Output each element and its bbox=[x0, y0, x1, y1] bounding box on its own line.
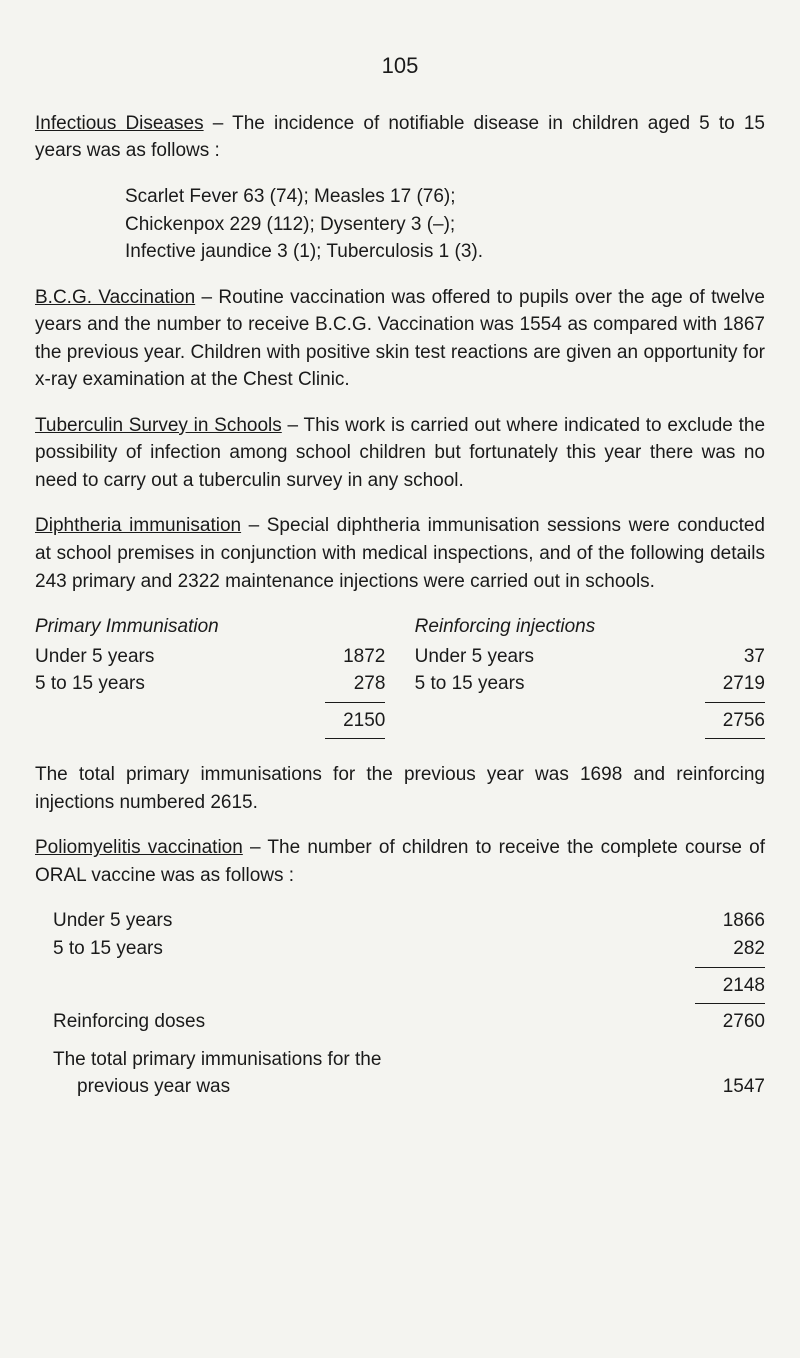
polio-r4-label-a: The total primary immunisations for the bbox=[53, 1046, 695, 1074]
polio-r4-value: 1547 bbox=[695, 1073, 765, 1101]
primary-title: Primary Immunisation bbox=[35, 613, 385, 641]
polio-subtotal: 2148 bbox=[695, 972, 765, 1000]
polio-r2-value: 282 bbox=[695, 935, 765, 963]
heading-tuberculin: Tuberculin Survey in Schools bbox=[35, 415, 282, 436]
primary-row-1: Under 5 years 1872 bbox=[35, 643, 385, 671]
reinforcing-r1-label: Under 5 years bbox=[415, 643, 534, 671]
para-bcg: B.C.G. Vaccination – Routine vaccination… bbox=[35, 284, 765, 394]
polio-r4-label-b: previous year was bbox=[53, 1073, 695, 1101]
primary-rule-top bbox=[325, 702, 385, 703]
polio-row-4a: The total primary immunisations for the bbox=[53, 1046, 765, 1074]
polio-row-3: Reinforcing doses 2760 bbox=[53, 1008, 765, 1036]
polio-row-4b: previous year was 1547 bbox=[53, 1073, 765, 1101]
stats-line-1: Scarlet Fever 63 (74); Measles 17 (76); bbox=[125, 183, 765, 211]
polio-rule-2 bbox=[695, 1003, 765, 1004]
primary-r2-value: 278 bbox=[325, 670, 385, 698]
heading-polio: Poliomyelitis vaccination bbox=[35, 837, 243, 858]
reinforcing-row-1: Under 5 years 37 bbox=[415, 643, 765, 671]
primary-total: 2150 bbox=[325, 707, 385, 735]
polio-r3-label: Reinforcing doses bbox=[53, 1008, 695, 1036]
para-totals-note: The total primary immunisations for the … bbox=[35, 761, 765, 816]
reinforcing-rule-top bbox=[705, 702, 765, 703]
primary-row-2: 5 to 15 years 278 bbox=[35, 670, 385, 698]
primary-r1-label: Under 5 years bbox=[35, 643, 154, 671]
reinforcing-r1-value: 37 bbox=[705, 643, 765, 671]
para-infectious-diseases: Infectious Diseases – The incidence of n… bbox=[35, 110, 765, 165]
para-tuberculin: Tuberculin Survey in Schools – This work… bbox=[35, 412, 765, 495]
primary-total-row: 2150 bbox=[35, 707, 385, 735]
polio-subtotal-row: 2148 bbox=[53, 972, 765, 1000]
polio-r1-label: Under 5 years bbox=[53, 907, 695, 935]
heading-infectious: Infectious Diseases bbox=[35, 113, 204, 134]
reinforcing-total: 2756 bbox=[705, 707, 765, 735]
polio-r3-value: 2760 bbox=[695, 1008, 765, 1036]
polio-row-1: Under 5 years 1866 bbox=[53, 907, 765, 935]
reinforcing-rule-bottom bbox=[705, 738, 765, 739]
polio-row-2: 5 to 15 years 282 bbox=[53, 935, 765, 963]
primary-immunisation-col: Primary Immunisation Under 5 years 1872 … bbox=[35, 613, 385, 743]
page-number: 105 bbox=[35, 50, 765, 82]
stats-line-3: Infective jaundice 3 (1); Tuberculosis 1… bbox=[125, 238, 765, 266]
reinforcing-row-2: 5 to 15 years 2719 bbox=[415, 670, 765, 698]
heading-bcg: B.C.G. Vaccination bbox=[35, 287, 195, 308]
polio-r1-value: 1866 bbox=[695, 907, 765, 935]
para-diphtheria: Diphtheria immunisation – Special diphth… bbox=[35, 512, 765, 595]
reinforcing-r2-value: 2719 bbox=[705, 670, 765, 698]
reinforcing-total-row: 2756 bbox=[415, 707, 765, 735]
polio-r4-spacer bbox=[695, 1046, 765, 1074]
polio-rule-1 bbox=[695, 967, 765, 968]
primary-r2-label: 5 to 15 years bbox=[35, 670, 145, 698]
polio-r2-label: 5 to 15 years bbox=[53, 935, 695, 963]
heading-diphtheria: Diphtheria immunisation bbox=[35, 515, 241, 536]
polio-subtotal-label bbox=[53, 972, 695, 1000]
polio-table: Under 5 years 1866 5 to 15 years 282 214… bbox=[53, 907, 765, 1100]
stats-line-2: Chickenpox 229 (112); Dysentery 3 (–); bbox=[125, 211, 765, 239]
reinforcing-title: Reinforcing injections bbox=[415, 613, 765, 641]
reinforcing-r2-label: 5 to 15 years bbox=[415, 670, 525, 698]
disease-stats-block: Scarlet Fever 63 (74); Measles 17 (76); … bbox=[125, 183, 765, 266]
primary-r1-value: 1872 bbox=[325, 643, 385, 671]
diphtheria-table: Primary Immunisation Under 5 years 1872 … bbox=[35, 613, 765, 743]
primary-rule-bottom bbox=[325, 738, 385, 739]
para-polio: Poliomyelitis vaccination – The number o… bbox=[35, 834, 765, 889]
reinforcing-injections-col: Reinforcing injections Under 5 years 37 … bbox=[415, 613, 765, 743]
